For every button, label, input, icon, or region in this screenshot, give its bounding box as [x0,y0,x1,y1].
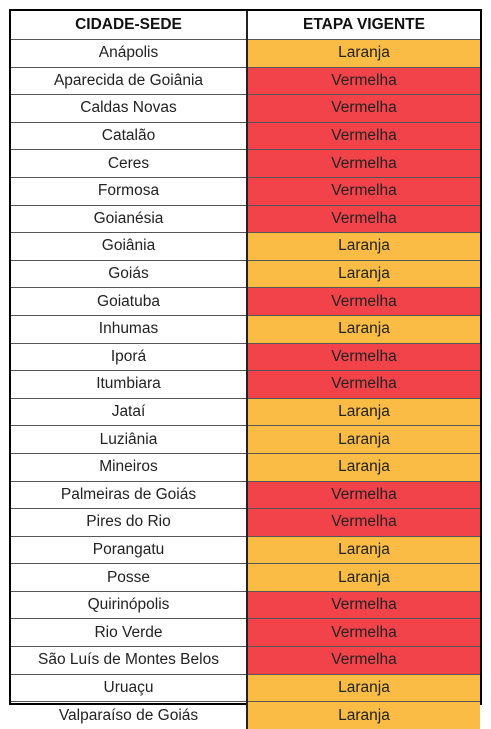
city-cell: Palmeiras de Goiás [11,480,248,510]
table-row: Ceres Vermelha [11,149,480,178]
stage-cell: Vermelha [246,204,480,234]
table-row: Goiás Laranja [11,259,480,289]
city-cell: Itumbiara [11,370,248,399]
table-header-row: CIDADE-SEDE ETAPA VIGENTE [11,11,480,40]
table-row: Luziânia Laranja [11,425,480,454]
stage-cell: Laranja [246,259,480,289]
city-cell: Uruaçu [11,673,248,703]
city-cell: Quirinópolis [11,590,248,620]
city-cell: Ceres [11,149,248,178]
header-stage: ETAPA VIGENTE [246,11,480,40]
city-cell: Posse [11,563,248,592]
stage-cell: Vermelha [246,342,480,372]
table-row: Palmeiras de Goiás Vermelha [11,480,480,510]
city-cell: Goiás [11,259,248,289]
stage-cell: Vermelha [246,480,480,510]
stage-cell: Vermelha [246,176,480,206]
table-row: Mineiros Laranja [11,452,480,482]
table-row: Itumbiara Vermelha [11,370,480,399]
stage-cell: Vermelha [246,646,480,675]
header-city: CIDADE-SEDE [11,11,248,40]
table-row: Posse Laranja [11,563,480,592]
stage-cell: Laranja [246,425,480,454]
table-row: Anápolis Laranja [11,39,480,68]
table-row: Aparecida de Goiânia Vermelha [11,66,480,96]
city-cell: Goiatuba [11,287,248,316]
city-cell: Formosa [11,176,248,206]
city-cell: Goiânia [11,232,248,261]
stage-cell: Vermelha [246,618,480,648]
city-cell: Catalão [11,121,248,151]
table-row: Formosa Vermelha [11,176,480,206]
city-cell: Valparaíso de Goiás [11,701,248,729]
table-row: Catalão Vermelha [11,121,480,151]
city-cell: Aparecida de Goiânia [11,66,248,96]
table-row: Quirinópolis Vermelha [11,590,480,620]
table-row: São Luís de Montes Belos Vermelha [11,646,480,675]
city-cell: Anápolis [11,39,248,68]
stage-cell: Laranja [246,232,480,261]
table-row: Caldas Novas Vermelha [11,94,480,123]
table-row: Porangatu Laranja [11,535,480,565]
stage-cell: Vermelha [246,590,480,620]
table-row: Goiânia Laranja [11,232,480,261]
table-row: Jataí Laranja [11,397,480,427]
table-row: Iporá Vermelha [11,342,480,372]
stage-cell: Laranja [246,397,480,427]
table-row: Valparaíso de Goiás Laranja [11,701,480,729]
city-cell: Jataí [11,397,248,427]
city-cell: Pires do Rio [11,508,248,537]
stage-cell: Laranja [246,39,480,68]
city-cell: Rio Verde [11,618,248,648]
stage-cell: Vermelha [246,121,480,151]
stage-cell: Vermelha [246,508,480,537]
city-cell: Porangatu [11,535,248,565]
stage-cell: Laranja [246,563,480,592]
table-body: Anápolis Laranja Aparecida de Goiânia Verme… [11,39,480,729]
table-row: Pires do Rio Vermelha [11,508,480,537]
stage-cell: Laranja [246,535,480,565]
stage-table-frame: CIDADE-SEDE ETAPA VIGENTE Anápolis Laranj… [9,9,482,729]
stage-cell: Laranja [246,701,480,729]
stage-cell: Vermelha [246,370,480,399]
stage-cell: Laranja [246,452,480,482]
table-row: Goianésia Vermelha [11,204,480,234]
stage-table: CIDADE-SEDE ETAPA VIGENTE Anápolis Laranj… [11,11,480,729]
city-cell: Caldas Novas [11,94,248,123]
stage-cell: Vermelha [246,94,480,123]
city-cell: São Luís de Montes Belos [11,646,248,675]
stage-cell: Laranja [246,673,480,703]
city-cell: Inhumas [11,314,248,344]
stage-cell: Laranja [246,314,480,344]
table-row: Uruaçu Laranja [11,673,480,703]
table-row: Inhumas Laranja [11,314,480,344]
stage-cell: Vermelha [246,66,480,96]
city-cell: Iporá [11,342,248,372]
city-cell: Mineiros [11,452,248,482]
stage-cell: Vermelha [246,287,480,316]
city-cell: Goianésia [11,204,248,234]
city-cell: Luziânia [11,425,248,454]
table-row: Goiatuba Vermelha [11,287,480,316]
stage-cell: Vermelha [246,149,480,178]
table-row: Rio Verde Vermelha [11,618,480,648]
